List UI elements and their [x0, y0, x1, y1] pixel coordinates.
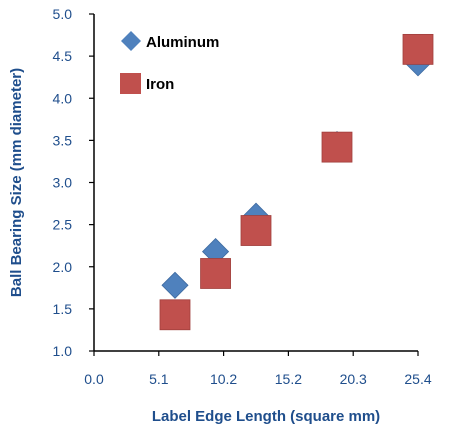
y-tick-label: 3.5 [53, 132, 73, 148]
y-tick-label: 5.0 [53, 6, 73, 22]
data-points [159, 33, 434, 331]
y-tick-label: 4.5 [53, 48, 73, 64]
data-point-iron [402, 33, 434, 65]
legend-label-iron: Iron [146, 76, 174, 93]
y-tick-label: 2.0 [53, 259, 73, 275]
x-tick-label: 0.0 [84, 371, 104, 387]
tick-labels: 0.0 5.1 10.2 15.2 20.3 25.4 1.0 1.5 2.0 2.5 3.0 3.5… [53, 6, 432, 387]
y-tick-label: 1.0 [53, 343, 73, 359]
axes [93, 14, 418, 352]
series-iron [159, 33, 434, 331]
y-tick-label: 3.0 [53, 175, 73, 191]
x-tick-label: 5.1 [149, 371, 169, 387]
legend-label-aluminum: Aluminum [146, 34, 219, 51]
x-tick-label: 20.3 [340, 371, 367, 387]
x-tick-label: 25.4 [404, 371, 431, 387]
y-tick-label: 4.0 [53, 90, 73, 106]
y-tick-label: 2.5 [53, 217, 73, 233]
y-axis-title: Ball Bearing Size (mm diameter) [8, 68, 25, 297]
data-point-aluminum [161, 271, 189, 299]
legend-marker-iron [120, 73, 141, 94]
x-tick-label: 15.2 [275, 371, 302, 387]
data-point-iron [240, 215, 272, 246]
data-point-iron [200, 258, 231, 289]
data-point-iron [159, 299, 191, 331]
x-tick-label: 10.2 [210, 371, 237, 387]
data-point-iron [321, 131, 353, 163]
legend-marker-aluminum [121, 31, 141, 51]
legend-item-aluminum [121, 31, 141, 51]
legend-item-iron [120, 73, 141, 94]
x-axis-title: Label Edge Length (square mm) [152, 408, 380, 425]
y-tick-label: 1.5 [53, 301, 73, 317]
axis-ticks [89, 13, 419, 356]
legend: Aluminum Iron [120, 31, 219, 94]
